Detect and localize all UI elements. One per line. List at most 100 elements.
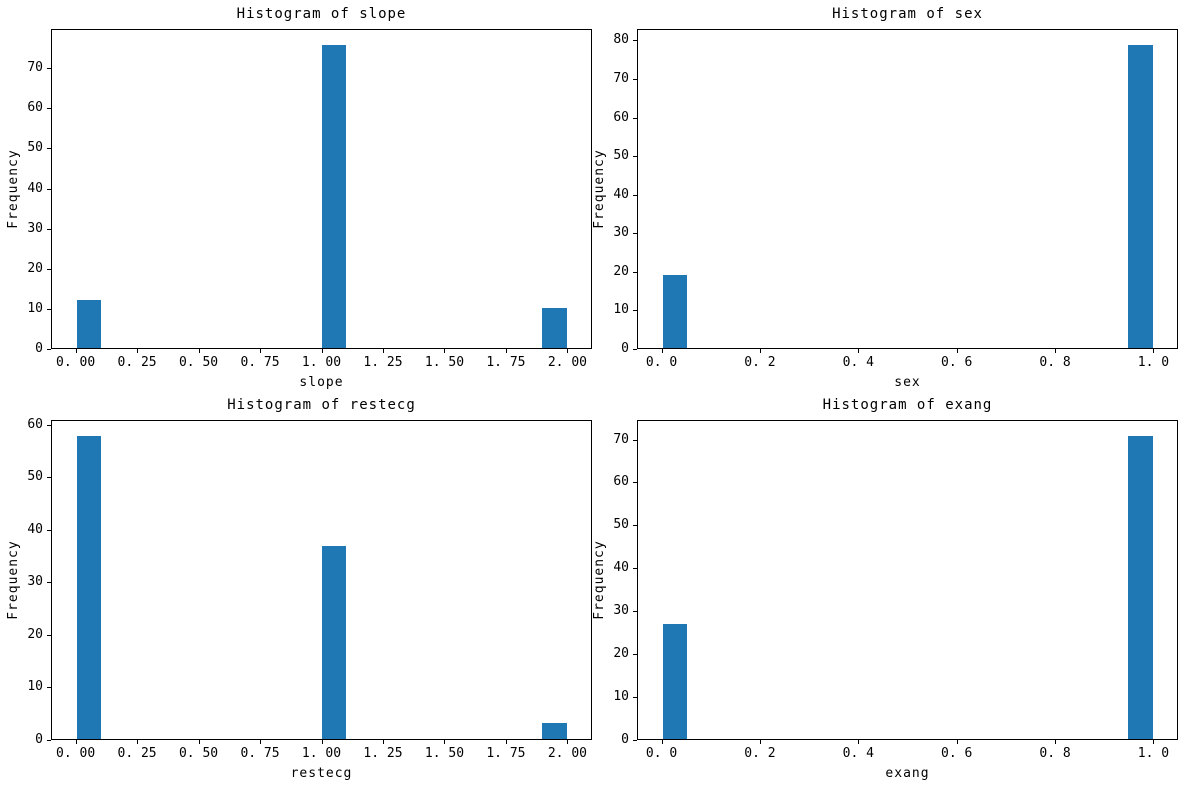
x-tick-mark xyxy=(567,740,569,744)
y-tick-label: 10 xyxy=(27,300,43,316)
y-tick-label: 20 xyxy=(613,646,629,662)
x-tick-label: 0. 75 xyxy=(240,746,280,761)
x-tick-label: 0. 75 xyxy=(240,355,280,370)
y-axis-label: Frequency xyxy=(6,149,21,229)
y-tick-label: 50 xyxy=(27,140,43,156)
y-tick-mark xyxy=(633,697,637,699)
y-axis-label: Frequency xyxy=(592,149,607,229)
histogram-bar xyxy=(1128,436,1153,739)
x-axis-label: sex xyxy=(894,375,921,390)
x-tick-mark xyxy=(260,349,262,353)
x-tick-mark xyxy=(759,740,761,744)
x-tick-mark xyxy=(321,740,323,744)
histogram-bar xyxy=(76,436,101,739)
x-tick-mark xyxy=(505,349,507,353)
x-tick-mark xyxy=(444,349,446,353)
y-tick-mark xyxy=(47,68,51,70)
y-tick-label: 50 xyxy=(27,469,43,485)
y-tick-mark xyxy=(47,228,51,230)
y-tick-label: 30 xyxy=(613,225,629,241)
chart-title: Histogram of restecg xyxy=(227,397,416,413)
y-tick-mark xyxy=(47,687,51,689)
x-tick-mark xyxy=(1055,740,1057,744)
y-tick-label: 0 xyxy=(621,341,629,356)
x-tick-label: 0. 25 xyxy=(117,746,157,761)
y-axis-label: Frequency xyxy=(592,540,607,620)
y-tick-mark xyxy=(633,611,637,613)
y-tick-label: 40 xyxy=(613,186,629,202)
y-tick-label: 20 xyxy=(27,626,43,642)
x-tick-label: 0. 8 xyxy=(1039,355,1071,370)
x-tick-label: 0. 2 xyxy=(744,355,776,370)
y-tick-label: 40 xyxy=(27,180,43,196)
x-tick-mark xyxy=(661,740,663,744)
y-tick-mark xyxy=(633,156,637,158)
x-tick-label: 1. 00 xyxy=(301,355,342,370)
y-tick-label: 0 xyxy=(621,732,629,747)
y-tick-mark xyxy=(47,529,51,531)
y-tick-label: 40 xyxy=(27,521,43,537)
x-tick-label: 1. 50 xyxy=(424,355,465,370)
x-tick-label: 1. 0 xyxy=(1137,355,1170,370)
x-tick-mark xyxy=(382,740,384,744)
x-tick-mark xyxy=(198,740,200,744)
y-tick-mark xyxy=(47,268,51,270)
x-tick-mark xyxy=(382,349,384,353)
x-tick-mark xyxy=(1153,740,1155,744)
y-tick-mark xyxy=(633,525,637,527)
y-tick-label: 60 xyxy=(27,416,43,432)
y-tick-mark xyxy=(47,148,51,150)
histogram-bar xyxy=(1128,45,1153,348)
x-tick-mark xyxy=(75,740,77,744)
x-tick-label: 0. 6 xyxy=(941,355,973,370)
x-tick-mark xyxy=(137,349,139,353)
histogram-bar xyxy=(542,308,567,348)
y-tick-label: 0 xyxy=(35,341,43,356)
x-tick-label: 0. 4 xyxy=(842,355,874,370)
axes-box xyxy=(637,29,1178,349)
x-tick-label: 0. 2 xyxy=(744,746,776,761)
chart-title: Histogram of slope xyxy=(236,6,407,22)
chart-title: Histogram of exang xyxy=(822,397,993,413)
x-tick-label: 2. 00 xyxy=(547,355,587,370)
x-tick-label: 0. 50 xyxy=(178,355,219,370)
x-tick-label: 1. 25 xyxy=(363,746,403,761)
y-tick-label: 70 xyxy=(613,70,629,86)
axes-box xyxy=(51,29,592,349)
y-tick-label: 30 xyxy=(27,574,43,590)
y-tick-label: 30 xyxy=(613,603,629,619)
y-tick-label: 10 xyxy=(27,679,43,695)
x-tick-mark xyxy=(661,349,663,353)
x-tick-mark xyxy=(567,349,569,353)
x-tick-label: 1. 25 xyxy=(363,355,403,370)
x-tick-label: 0. 6 xyxy=(941,746,973,761)
y-tick-mark xyxy=(633,349,637,350)
y-tick-mark xyxy=(633,439,637,441)
y-tick-label: 20 xyxy=(613,263,629,279)
x-tick-mark xyxy=(137,740,139,744)
x-tick-label: 1. 00 xyxy=(301,746,342,761)
y-tick-mark xyxy=(633,568,637,570)
y-tick-label: 60 xyxy=(613,474,629,490)
histogram-bar xyxy=(321,45,346,348)
x-tick-mark xyxy=(260,740,262,744)
x-tick-label: 0. 0 xyxy=(645,355,678,370)
subplot-exang: 0. 0 0. 2 0. 4 0. 6 0. 8 1. 0 0 10 20 30 40 50 60 70 H… xyxy=(592,395,1189,790)
x-tick-mark xyxy=(1055,349,1057,353)
x-tick-label: 0. 4 xyxy=(842,746,874,761)
y-tick-mark xyxy=(633,310,637,312)
y-tick-label: 70 xyxy=(27,60,43,76)
x-tick-mark xyxy=(858,349,860,353)
x-tick-mark xyxy=(956,740,958,744)
y-tick-mark xyxy=(633,654,637,656)
x-tick-mark xyxy=(956,349,958,353)
x-tick-mark xyxy=(321,349,323,353)
y-tick-mark xyxy=(633,40,637,42)
axes-box xyxy=(637,420,1178,740)
y-tick-mark xyxy=(47,308,51,310)
y-tick-mark xyxy=(47,582,51,584)
x-axis-label: restecg xyxy=(290,766,353,781)
y-tick-mark xyxy=(633,482,637,484)
y-tick-label: 0 xyxy=(35,732,43,747)
